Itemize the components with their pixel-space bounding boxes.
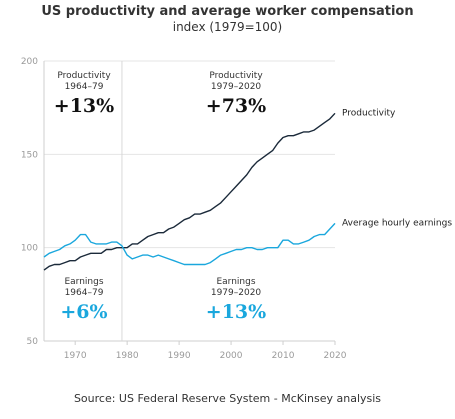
annotation-period: 1979–2020 [211, 82, 262, 92]
y-tick-label: 50 [27, 337, 39, 347]
annotation-value: +6% [60, 301, 107, 323]
x-tick-label: 2000 [220, 351, 243, 361]
y-tick-label: 200 [21, 57, 38, 67]
annotation-label: Earnings [64, 277, 103, 287]
annotation-value: +13% [206, 301, 266, 323]
annotation-value: +13% [54, 95, 114, 117]
x-tick-label: 2020 [324, 351, 347, 361]
source-note: Source: US Federal Reserve System - McKi… [73, 392, 382, 405]
series-line-productivity [43, 112, 336, 271]
y-tick-label: 150 [21, 150, 38, 160]
x-tick-label: 1980 [116, 351, 139, 361]
annotation-period: 1964–79 [65, 288, 104, 298]
y-tick-label: 100 [21, 244, 38, 254]
x-tick-label: 1970 [64, 351, 87, 361]
annotation-period: 1979–2020 [211, 288, 262, 298]
annotation-label: Productivity [57, 71, 111, 81]
series-label-productivity: Productivity [342, 108, 396, 118]
x-tick-label: 1990 [168, 351, 191, 361]
annotation-label: Earnings [216, 277, 255, 287]
annotation-label: Productivity [209, 71, 263, 81]
series-line-average-hourly-earnings [43, 222, 336, 266]
series-label-average-hourly-earnings: Average hourly earnings [342, 218, 452, 228]
chart-subtitle: index (1979=100) [172, 20, 283, 34]
x-tick-label: 2010 [272, 351, 295, 361]
annotation-value: +73% [206, 95, 266, 117]
annotation-period: 1964–79 [65, 82, 104, 92]
chart-title: US productivity and average worker compe… [41, 4, 414, 19]
